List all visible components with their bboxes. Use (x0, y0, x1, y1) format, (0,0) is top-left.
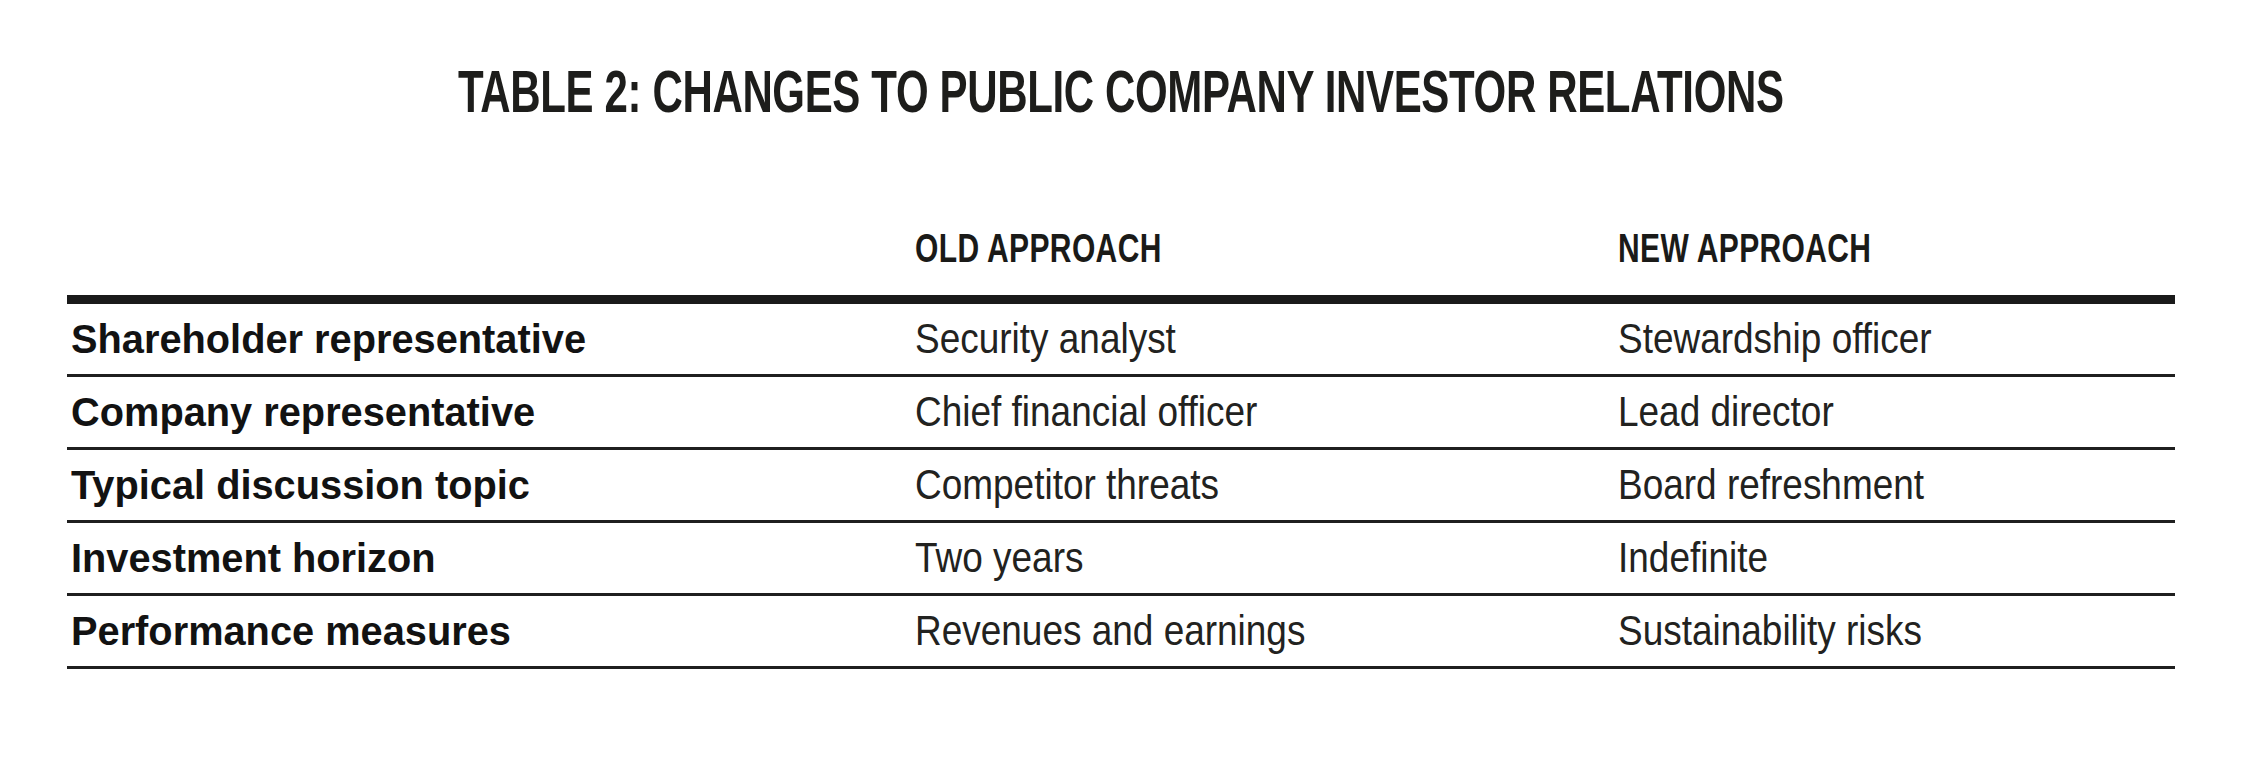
new-approach-cell: Board refreshment (1618, 461, 2175, 509)
row-label: Shareholder representative (71, 316, 586, 363)
new-approach-value: Stewardship officer (1618, 315, 1932, 363)
row-label-cell: Investment horizon (67, 535, 915, 582)
table-row: Performance measures Revenues and earnin… (67, 596, 2175, 669)
old-approach-value: Two years (915, 534, 1083, 582)
old-approach-value: Competitor threats (915, 461, 1219, 509)
new-approach-value: Board refreshment (1618, 461, 1924, 509)
old-approach-value: Security analyst (915, 315, 1176, 363)
document-page: TABLE 2: CHANGES TO PUBLIC COMPANY INVES… (0, 0, 2242, 759)
old-approach-value: Chief financial officer (915, 388, 1257, 436)
row-label-cell: Shareholder representative (67, 316, 915, 363)
table-title-row: TABLE 2: CHANGES TO PUBLIC COMPANY INVES… (0, 62, 2242, 137)
new-approach-cell: Stewardship officer (1618, 315, 2175, 363)
column-header-old-approach: OLD APPROACH (915, 228, 1162, 268)
new-approach-value: Sustainability risks (1618, 607, 1922, 655)
row-label: Typical discussion topic (71, 462, 530, 509)
row-label-cell: Performance measures (67, 608, 915, 655)
new-approach-cell: Sustainability risks (1618, 607, 2175, 655)
old-approach-cell: Revenues and earnings (915, 607, 1618, 655)
investor-relations-table: OLD APPROACH NEW APPROACH Shareholder re… (67, 228, 2175, 669)
table-title: TABLE 2: CHANGES TO PUBLIC COMPANY INVES… (458, 62, 1784, 122)
table-row: Investment horizon Two years Indefinite (67, 523, 2175, 596)
row-label-cell: Typical discussion topic (67, 462, 915, 509)
old-approach-value: Revenues and earnings (915, 607, 1305, 655)
header-cell-new-approach: NEW APPROACH (1618, 228, 2175, 277)
row-label-cell: Company representative (67, 389, 915, 436)
old-approach-cell: Two years (915, 534, 1618, 582)
new-approach-cell: Indefinite (1618, 534, 2175, 582)
old-approach-cell: Chief financial officer (915, 388, 1618, 436)
row-label: Company representative (71, 389, 535, 436)
old-approach-cell: Competitor threats (915, 461, 1618, 509)
table-row: Company representative Chief financial o… (67, 377, 2175, 450)
table-body: Shareholder representative Security anal… (67, 295, 2175, 669)
column-header-new-approach: NEW APPROACH (1618, 228, 1871, 268)
row-label: Investment horizon (71, 535, 436, 582)
new-approach-cell: Lead director (1618, 388, 2175, 436)
old-approach-cell: Security analyst (915, 315, 1618, 363)
new-approach-value: Lead director (1618, 388, 1834, 436)
table-row: Typical discussion topic Competitor thre… (67, 450, 2175, 523)
new-approach-value: Indefinite (1618, 534, 1768, 582)
table-row: Shareholder representative Security anal… (67, 304, 2175, 377)
row-label: Performance measures (71, 608, 511, 655)
table-header-row: OLD APPROACH NEW APPROACH (67, 228, 2175, 295)
header-cell-old-approach: OLD APPROACH (915, 228, 1618, 277)
